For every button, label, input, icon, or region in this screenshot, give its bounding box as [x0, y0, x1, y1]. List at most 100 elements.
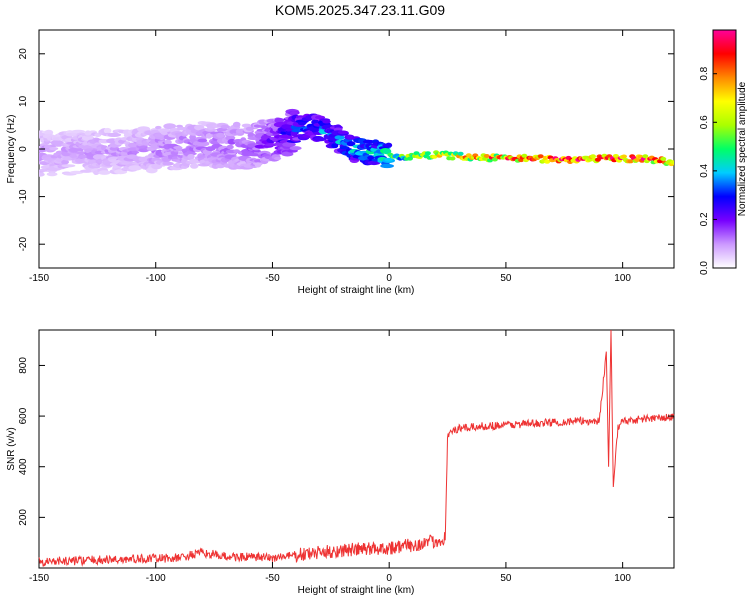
snr-y-tick-label: 400	[18, 458, 29, 475]
spectrogram-cell	[175, 147, 184, 152]
spectrogram-cell	[282, 142, 296, 147]
spectrogram-cell	[155, 125, 162, 130]
spectrogram-cell	[544, 159, 551, 164]
spectrogram-cell	[71, 129, 86, 134]
spectrogram-cell	[164, 139, 172, 146]
spectrogram-cell	[491, 157, 498, 162]
spectrogram-cell	[457, 151, 464, 156]
spectrogram-x-tick-label: 0	[386, 273, 392, 284]
spectrogram-cell	[380, 163, 394, 169]
spectrogram-cell	[216, 132, 225, 138]
spectrogram-cell	[46, 172, 58, 177]
figure-title: KOM5.2025.347.23.11.G09	[275, 2, 445, 18]
snr-y-ticks: 200 400 600 800	[18, 357, 674, 526]
spectrogram-cell	[254, 162, 262, 168]
spectrogram-cell	[128, 165, 143, 171]
spectrogram-cell	[627, 159, 634, 164]
snr-x-tick-label: -100	[146, 573, 166, 584]
spectrogram-cell	[298, 122, 307, 126]
spectrogram-x-tick-label: 100	[614, 273, 631, 284]
spectrogram-y-tick-label: 20	[18, 48, 29, 60]
spectrogram-y-label: Frequency (Hz)	[6, 115, 17, 184]
spectrogram-cell	[220, 124, 230, 129]
snr-x-tick-label: -50	[265, 573, 280, 584]
spectrogram-cell	[77, 154, 89, 159]
spectrogram-cell	[346, 141, 356, 147]
spectrogram-cell	[232, 121, 241, 128]
colorbar-tick-label: 0.6	[699, 115, 710, 129]
spectrogram-cell	[274, 156, 282, 161]
spectrogram-cell	[313, 137, 327, 142]
spectrogram-cell	[281, 151, 294, 157]
spectrogram-cell	[289, 146, 302, 151]
snr-y-tick-label: 600	[18, 407, 29, 424]
spectrogram-y-tick-label: 10	[18, 95, 29, 107]
spectrogram-cell	[670, 160, 674, 165]
spectrogram-cell	[362, 139, 376, 144]
spectrogram-cell	[216, 127, 228, 132]
spectrogram-cell	[346, 135, 353, 139]
spectrogram-cell	[367, 155, 375, 160]
spectrogram-cell	[634, 157, 641, 162]
snr-frame	[38, 329, 675, 569]
spectrogram-cell	[226, 144, 234, 150]
snr-x-tick-label: 0	[386, 573, 392, 584]
spectrogram-cell	[190, 163, 199, 169]
spectrogram-cell	[177, 151, 185, 155]
spectrogram-y-tick-label: -10	[18, 189, 29, 204]
spectrogram-cell	[187, 154, 195, 159]
snr-y-tick-label: 800	[18, 357, 29, 374]
spectrogram-cell	[521, 153, 528, 158]
snr-x-tick-label: 100	[614, 573, 631, 584]
spectrogram-cell	[621, 154, 627, 159]
spectrogram-cell	[449, 156, 456, 161]
spectrogram-cell	[151, 163, 163, 170]
snr-x-ticks: -150 -100 -50 0 50 100	[29, 330, 631, 584]
colorbar-label: Normalized spectral amplitude	[737, 81, 748, 216]
spectrogram-cell	[103, 127, 112, 134]
snr-panel: -150 -100 -50 0 50 100 200 400 600 800 Height of…	[6, 329, 675, 596]
colorbar: 0.0 0.2 0.4 0.6 0.8 Normalized spectral ampl…	[699, 29, 748, 275]
spectrogram-cell	[384, 157, 394, 162]
spectrogram-cell	[274, 117, 285, 123]
snr-series-line	[38, 329, 675, 567]
spectrogram-cell	[295, 115, 306, 119]
spectrogram-cell	[281, 124, 294, 130]
colorbar-ticks: 0.0 0.2 0.4 0.6 0.8	[699, 66, 717, 275]
colorbar-gradient	[712, 29, 737, 269]
spectrogram-cell	[61, 164, 76, 168]
snr-y-tick-label: 200	[18, 509, 29, 526]
spectrogram-x-ticks: -150 -100 -50 0 50 100	[29, 30, 631, 284]
spectrogram-cell	[107, 132, 122, 137]
spectrogram-cell	[163, 123, 177, 130]
spectrogram-cell	[483, 154, 490, 158]
spectrogram-cell	[322, 119, 331, 124]
spectrogram-cell	[131, 150, 140, 154]
spectrogram-cell	[660, 156, 667, 161]
spectrogram-x-tick-label: -50	[265, 273, 280, 284]
spectrogram-cell	[537, 154, 544, 159]
spectrogram-cell	[79, 169, 93, 173]
snr-y-label: SNR (v/v)	[6, 427, 17, 470]
spectrogram-cell	[194, 124, 205, 131]
colorbar-tick-label: 0.0	[699, 261, 710, 275]
colorbar-tick-label: 0.8	[699, 66, 710, 80]
spectrogram-cell	[339, 146, 350, 150]
snr-x-tick-label: -150	[29, 573, 49, 584]
spectrogram-cell	[197, 138, 208, 143]
spectrogram-cell	[120, 160, 135, 164]
spectrogram-cell	[279, 134, 293, 139]
spectrogram-y-ticks: -20 -10 0 10 20	[18, 48, 674, 251]
spectrogram-cell	[251, 149, 262, 153]
spectrogram-x-tick-label: -150	[29, 273, 49, 284]
spectrogram-cell	[385, 142, 393, 148]
spectrogram-cell	[98, 170, 111, 175]
snr-x-tick-label: 50	[500, 573, 512, 584]
spectrogram-x-tick-label: -100	[146, 273, 166, 284]
spectrogram-marks	[39, 108, 674, 177]
spectrogram-cell	[334, 135, 345, 140]
spectrogram-cell	[162, 161, 174, 166]
colorbar-tick-label: 0.2	[699, 212, 710, 226]
